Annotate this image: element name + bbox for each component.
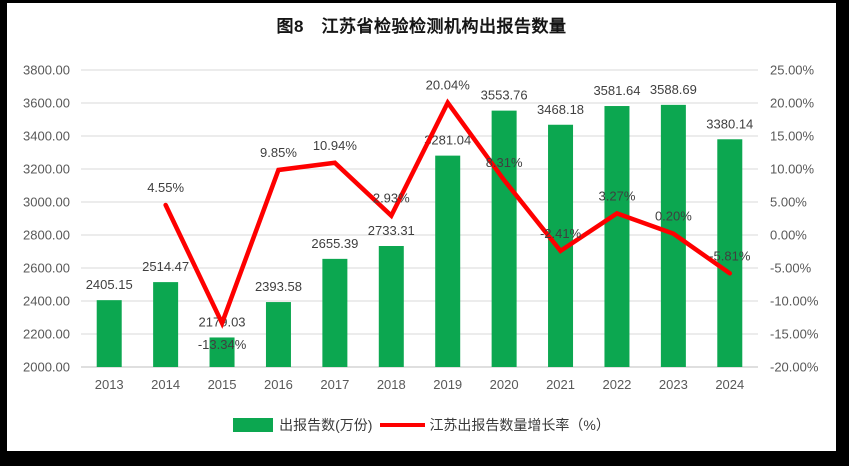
- line-value-label: 4.55%: [147, 180, 184, 195]
- bar-value-label: 2405.15: [86, 277, 133, 292]
- x-tick-label: 2020: [490, 377, 519, 392]
- chart-legend: 出报告数(万份) 江苏出报告数量增长率（%）: [7, 413, 836, 437]
- line-value-label: 2.93%: [373, 191, 410, 206]
- line-value-label: -2.41%: [540, 226, 582, 241]
- chart-panel: 图8 江苏省检验检测机构出报告数量 3800.00 25.00% 3600.00 20…: [7, 3, 836, 451]
- x-tick-label: 2016: [264, 377, 293, 392]
- y-left-tick-label: 3200.00: [23, 162, 70, 177]
- chart-title: 图8 江苏省检验检测机构出报告数量: [276, 17, 567, 36]
- x-tick-label: 2014: [151, 377, 180, 392]
- y-left-tick-label: 2400.00: [23, 294, 70, 309]
- y-right-tick-label: 25.00%: [770, 63, 815, 78]
- y-right-tick-label: 10.00%: [770, 162, 815, 177]
- y-right-tick-label: 15.00%: [770, 129, 815, 144]
- bar: [604, 106, 630, 367]
- y-left-tick-label: 3000.00: [23, 195, 70, 210]
- bar: [209, 337, 235, 367]
- x-tick-label: 2017: [320, 377, 349, 392]
- line-value-label: 9.85%: [260, 145, 297, 160]
- y-left-tick-label: 3800.00: [23, 63, 70, 78]
- x-tick-label: 2015: [208, 377, 237, 392]
- y-right-tick-label: -15.00%: [770, 327, 819, 342]
- bar-value-label: 3380.14: [706, 116, 753, 131]
- bar-value-label: 2733.31: [368, 223, 415, 238]
- line-series-legend-label: 江苏出报告数量增长率（%）: [429, 417, 610, 433]
- x-tick-label: 2019: [433, 377, 462, 392]
- y-right-tick-label: 20.00%: [770, 96, 815, 111]
- x-tick-label: 2021: [546, 377, 575, 392]
- bar-series-swatch: [233, 418, 274, 432]
- growth-rate-line: [163, 98, 733, 329]
- y-left-tick-label: 3600.00: [23, 96, 70, 111]
- y-left-tick-label: 2000.00: [23, 360, 70, 375]
- x-tick-label: 2022: [602, 377, 631, 392]
- bar: [322, 258, 348, 367]
- bar: [153, 282, 179, 367]
- bar-value-label: 3581.64: [593, 83, 640, 98]
- bar-value-label: 3468.18: [537, 102, 584, 117]
- bar-value-label: 2393.58: [255, 279, 302, 294]
- bar-value-label: 2514.47: [142, 259, 189, 274]
- line-value-label: 8.31%: [486, 155, 523, 170]
- x-tick-label: 2024: [715, 377, 744, 392]
- bar-value-label: 2655.39: [311, 236, 358, 251]
- line-value-label: -5.81%: [709, 248, 751, 263]
- line-series-swatch: [380, 423, 426, 427]
- y-right-tick-label: -10.00%: [770, 294, 819, 309]
- bar-value-label: 3553.76: [481, 88, 528, 103]
- x-tick-label: 2018: [377, 377, 406, 392]
- y-left-tick-label: 2600.00: [23, 261, 70, 276]
- combo-chart: 3800.00 25.00% 3600.00 20.00% 3400.00 15.00% 3…: [23, 63, 819, 393]
- bar: [265, 302, 291, 367]
- line-value-label: 0.20%: [655, 209, 692, 224]
- x-tick-label: 2013: [95, 377, 124, 392]
- bar-series-legend-label: 出报告数(万份): [279, 417, 373, 433]
- line-value-label: -13.34%: [198, 337, 247, 352]
- y-left-tick-label: 2200.00: [23, 327, 70, 342]
- y-right-tick-label: -5.00%: [770, 261, 812, 276]
- bar: [491, 110, 517, 367]
- bar: [435, 155, 461, 367]
- y-right-tick-label: 0.00%: [770, 228, 807, 243]
- bar: [378, 246, 404, 367]
- y-left-tick-label: 2800.00: [23, 228, 70, 243]
- bar: [96, 300, 122, 367]
- y-left-tick-label: 3400.00: [23, 129, 70, 144]
- bar-value-label: 3281.04: [424, 133, 471, 148]
- line-value-label: 20.04%: [426, 78, 471, 93]
- line-value-label: 3.27%: [599, 188, 636, 203]
- bar: [717, 139, 743, 367]
- bar-value-label: 3588.69: [650, 82, 697, 97]
- y-right-tick-label: -20.00%: [770, 360, 819, 375]
- line-value-label: 10.94%: [313, 138, 358, 153]
- y-right-tick-label: 5.00%: [770, 195, 807, 210]
- x-tick-label: 2023: [659, 377, 688, 392]
